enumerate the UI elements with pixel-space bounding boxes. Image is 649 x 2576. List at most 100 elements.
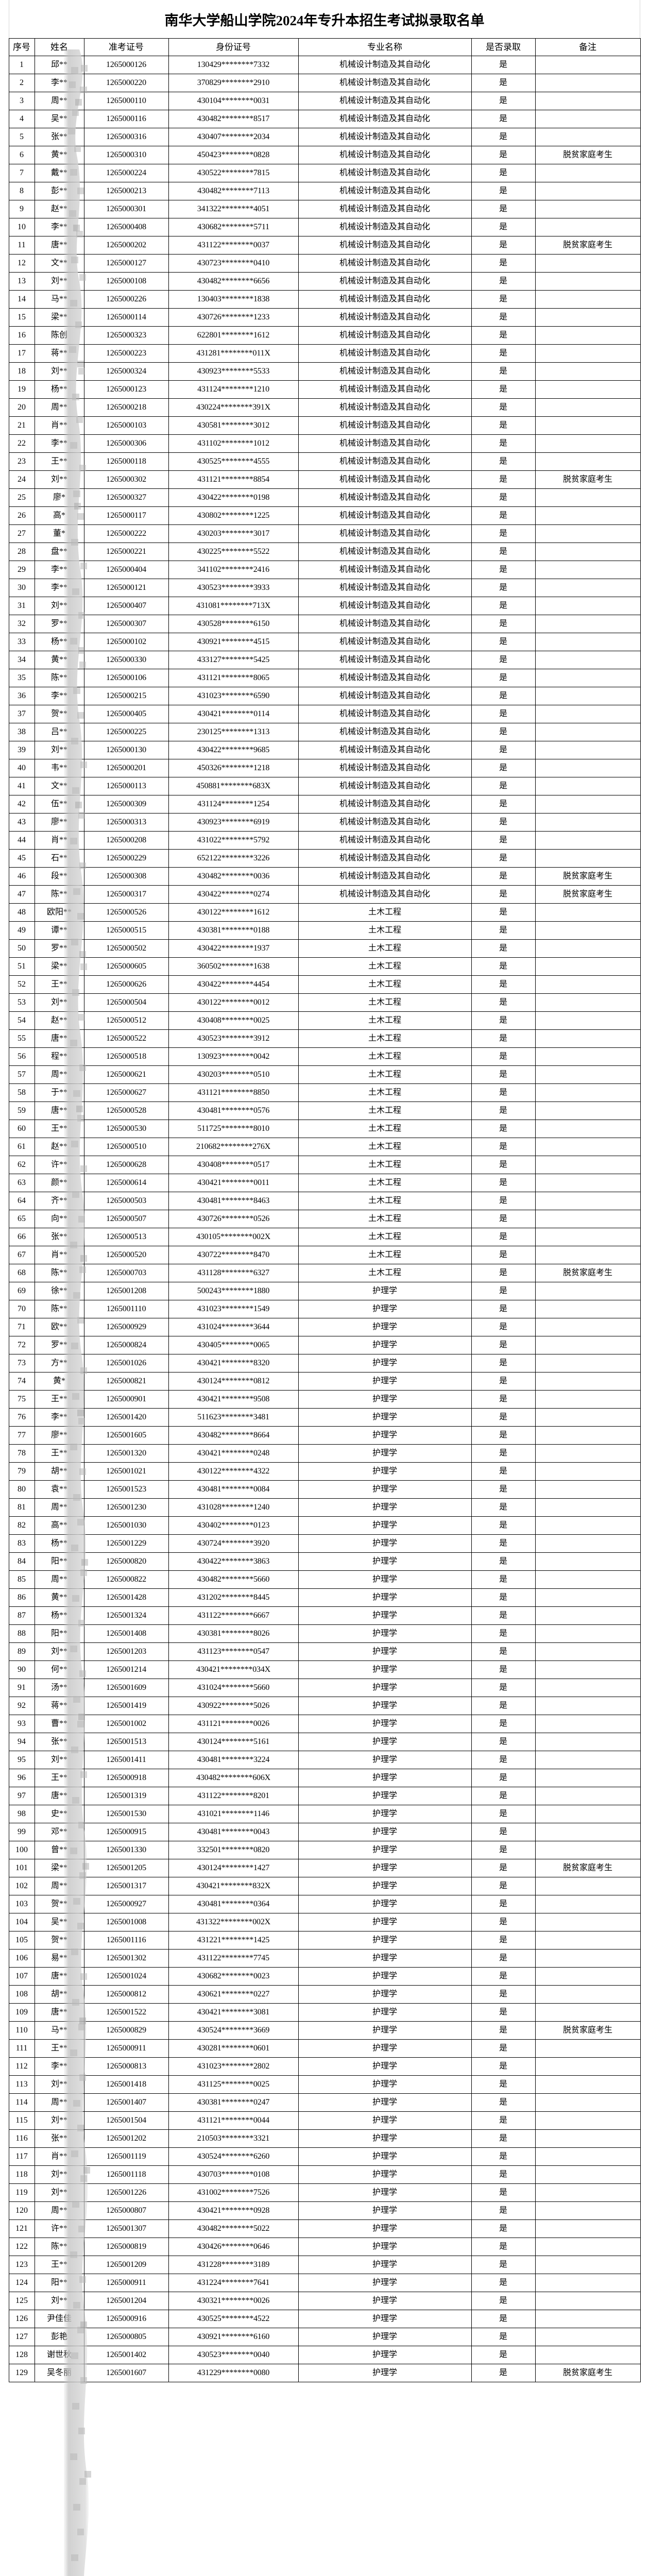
table-row: 107 唐** 1265001024 430682********0023 护理学是 xyxy=(8,1967,641,1986)
cell-id-number: 430225********5522 xyxy=(168,543,299,561)
cell-admitted: 是 xyxy=(471,1624,536,1643)
cell-name: 肖** xyxy=(34,1246,84,1264)
cell-index: 48 xyxy=(8,903,35,922)
table-row: 21 肖** 1265000103 430581********3012 机械设计制造及… xyxy=(8,416,641,435)
table-row: 53 刘** 1265000504 430122********0012 土木工程是 xyxy=(8,993,641,1012)
cell-major: 护理学 xyxy=(298,2057,472,2076)
cell-id-number: 430421********0928 xyxy=(168,2201,299,2220)
cell-admitted: 是 xyxy=(471,2075,536,2094)
table-row: 62 许** 1265000628 430408********0517 土木工程是 xyxy=(8,1156,641,1174)
cell-admitted: 是 xyxy=(471,1733,536,1751)
cell-id-number: 431081********713X xyxy=(168,597,299,615)
cell-name: 欧** xyxy=(34,1318,84,1336)
cell-admitted: 是 xyxy=(471,2219,536,2238)
cell-id-number: 450326********1218 xyxy=(168,759,299,777)
cell-note: 脱贫家庭考生 xyxy=(535,2021,641,2040)
cell-ticket-number: 1265000812 xyxy=(83,1985,169,2004)
cell-major: 护理学 xyxy=(298,2129,472,2148)
cell-major: 护理学 xyxy=(298,1462,472,1481)
cell-admitted: 是 xyxy=(471,2021,536,2040)
cell-name: 汤** xyxy=(34,1679,84,1697)
cell-name: 杨** xyxy=(34,380,84,399)
cell-admitted: 是 xyxy=(471,885,536,904)
cell-admitted: 是 xyxy=(471,470,536,489)
cell-index: 107 xyxy=(8,1967,35,1986)
table-row: 78 王** 1265001320 430421********0248 护理学是 xyxy=(8,1444,641,1463)
cell-admitted: 是 xyxy=(471,1660,536,1679)
cell-name: 张** xyxy=(34,2129,84,2148)
cell-id-number: 430724********3920 xyxy=(168,1534,299,1553)
cell-major: 机械设计制造及其自动化 xyxy=(298,669,472,687)
cell-major: 护理学 xyxy=(298,1552,472,1571)
cell-admitted: 是 xyxy=(471,1138,536,1156)
table-row: 69 徐** 1265001208 500243********1880 护理学是 xyxy=(8,1282,641,1300)
cell-id-number: 431121********8065 xyxy=(168,669,299,687)
cell-index: 26 xyxy=(8,506,35,525)
table-row: 111 王** 1265000911 430281********0601 护理学是 xyxy=(8,2039,641,2058)
cell-index: 100 xyxy=(8,1841,35,1859)
cell-name: 段** xyxy=(34,867,84,886)
cell-major: 护理学 xyxy=(298,2201,472,2220)
cell-ticket-number: 1265000226 xyxy=(83,290,169,309)
cell-name: 陈** xyxy=(34,1300,84,1318)
cell-note xyxy=(535,1606,641,1625)
cell-note xyxy=(535,1841,641,1859)
table-row: 106 易** 1265001302 431122********7745 护理学是 xyxy=(8,1949,641,1968)
cell-ticket-number: 1265001428 xyxy=(83,1588,169,1607)
table-header-row: 序号 姓名 准考证号 身份证号 专业名称 是否录取 备注 xyxy=(8,38,641,56)
cell-id-number: 230125********1313 xyxy=(168,723,299,741)
cell-admitted: 是 xyxy=(471,1769,536,1787)
cell-ticket-number: 1265000117 xyxy=(83,506,169,525)
cell-major: 机械设计制造及其自动化 xyxy=(298,218,472,236)
cell-ticket-number: 1265000222 xyxy=(83,524,169,543)
cell-major: 机械设计制造及其自动化 xyxy=(298,128,472,146)
cell-ticket-number: 1265000901 xyxy=(83,1390,169,1409)
cell-major: 土木工程 xyxy=(298,1120,472,1138)
cell-id-number: 511725********8010 xyxy=(168,1120,299,1138)
cell-name: 许** xyxy=(34,2219,84,2238)
cell-index: 77 xyxy=(8,1426,35,1445)
cell-ticket-number: 1265001522 xyxy=(83,2003,169,2022)
cell-index: 71 xyxy=(8,1318,35,1336)
cell-index: 115 xyxy=(8,2111,35,2130)
cell-index: 73 xyxy=(8,1354,35,1372)
cell-note xyxy=(535,74,641,92)
cell-note xyxy=(535,200,641,218)
cell-id-number: 431224********7641 xyxy=(168,2274,299,2292)
cell-note xyxy=(535,1011,641,1030)
cell-admitted: 是 xyxy=(471,398,536,417)
cell-id-number: 430422********0198 xyxy=(168,488,299,507)
table-row: 123 王** 1265001209 431228********3189 护理学是 xyxy=(8,2256,641,2274)
cell-index: 89 xyxy=(8,1642,35,1661)
cell-index: 57 xyxy=(8,1065,35,1084)
cell-admitted: 是 xyxy=(471,1408,536,1427)
cell-major: 土木工程 xyxy=(298,1138,472,1156)
cell-index: 58 xyxy=(8,1083,35,1102)
cell-id-number: 430422********3863 xyxy=(168,1552,299,1571)
cell-id-number: 430528********6150 xyxy=(168,615,299,633)
cell-major: 机械设计制造及其自动化 xyxy=(298,705,472,723)
cell-index: 35 xyxy=(8,669,35,687)
cell-index: 34 xyxy=(8,651,35,669)
cell-name: 唐** xyxy=(34,236,84,255)
cell-major: 机械设计制造及其自动化 xyxy=(298,254,472,273)
cell-name: 王** xyxy=(34,1390,84,1409)
cell-major: 机械设计制造及其自动化 xyxy=(298,795,472,814)
cell-note xyxy=(535,579,641,597)
cell-admitted: 是 xyxy=(471,506,536,525)
cell-admitted: 是 xyxy=(471,1065,536,1084)
cell-ticket-number: 1265000202 xyxy=(83,236,169,255)
cell-admitted: 是 xyxy=(471,1390,536,1409)
cell-id-number: 430421********0248 xyxy=(168,1444,299,1463)
cell-ticket-number: 1265001407 xyxy=(83,2093,169,2112)
cell-admitted: 是 xyxy=(471,2274,536,2292)
cell-major: 机械设计制造及其自动化 xyxy=(298,416,472,435)
cell-admitted: 是 xyxy=(471,236,536,255)
cell-ticket-number: 1265000918 xyxy=(83,1769,169,1787)
cell-id-number: 430122********0012 xyxy=(168,993,299,1012)
cell-major: 土木工程 xyxy=(298,1101,472,1120)
cell-index: 36 xyxy=(8,687,35,705)
cell-major: 机械设计制造及其自动化 xyxy=(298,182,472,200)
cell-index: 119 xyxy=(8,2183,35,2202)
table-row: 96 王** 1265000918 430482********606X 护理学是 xyxy=(8,1769,641,1787)
